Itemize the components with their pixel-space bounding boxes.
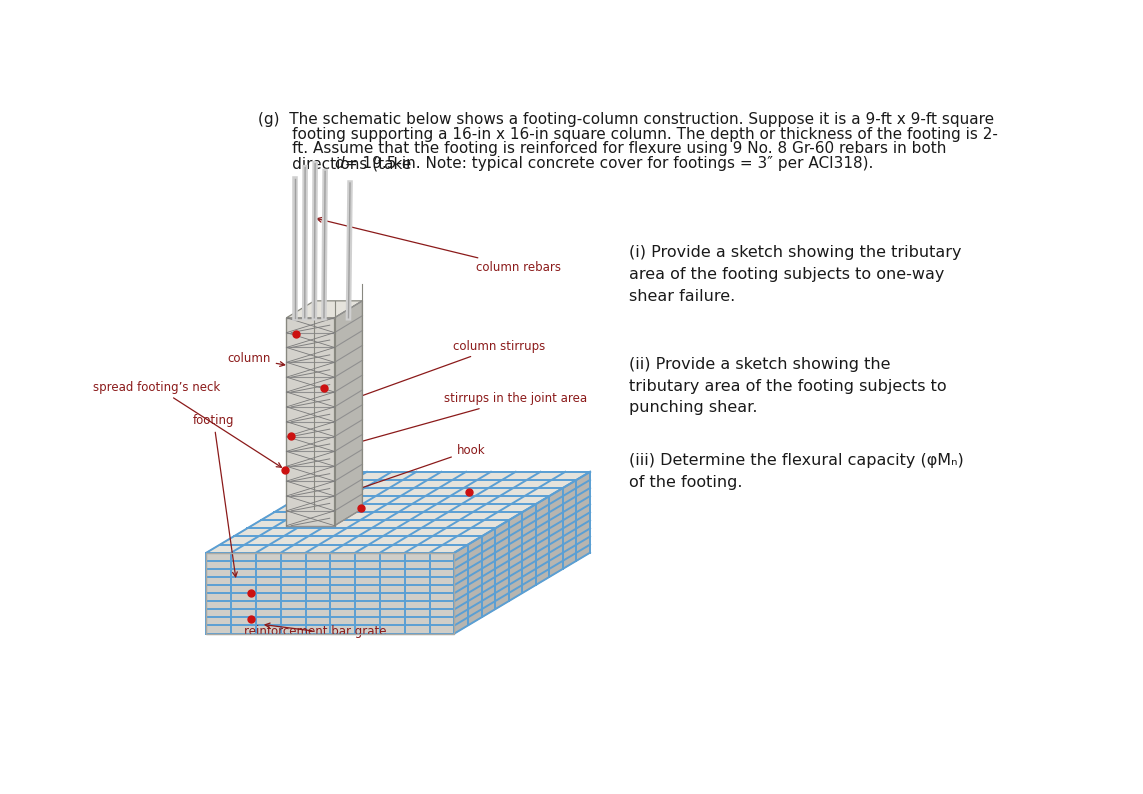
Text: column rebars: column rebars: [317, 218, 561, 274]
Text: column: column: [227, 352, 285, 366]
Text: (iii) Determine the flexural capacity (φMₙ)
of the footing.: (iii) Determine the flexural capacity (φ…: [629, 453, 964, 490]
Polygon shape: [287, 318, 335, 526]
Polygon shape: [207, 472, 590, 553]
Polygon shape: [207, 553, 455, 634]
Text: = 19.5-in. Note: typical concrete cover for footings = 3″ per ACI318).: = 19.5-in. Note: typical concrete cover …: [339, 156, 873, 172]
Text: (i) Provide a sketch showing the tributary
area of the footing subjects to one-w: (i) Provide a sketch showing the tributa…: [629, 245, 961, 303]
Text: spread footing’s neck: spread footing’s neck: [93, 380, 281, 468]
Text: (g)  The schematic below shows a footing-column construction. Suppose it is a 9-: (g) The schematic below shows a footing-…: [257, 112, 993, 127]
Polygon shape: [455, 472, 590, 634]
Text: reinforcement bar grate: reinforcement bar grate: [243, 623, 386, 638]
Polygon shape: [335, 301, 362, 526]
Text: column stirrups: column stirrups: [339, 340, 545, 404]
Text: d: d: [334, 156, 344, 172]
Text: ft. Assume that the footing is reinforced for flexure using 9 No. 8 Gr-60 rebars: ft. Assume that the footing is reinforce…: [257, 141, 946, 156]
Text: (ii) Provide a sketch showing the
tributary area of the footing subjects to
punc: (ii) Provide a sketch showing the tribut…: [629, 357, 946, 415]
Text: footing supporting a 16-in x 16-in square column. The depth or thickness of the : footing supporting a 16-in x 16-in squar…: [257, 127, 998, 142]
Text: directions (take: directions (take: [257, 156, 416, 172]
Text: footing: footing: [193, 414, 238, 576]
Polygon shape: [287, 301, 362, 318]
Text: hook: hook: [327, 444, 486, 500]
Text: stirrups in the joint area: stirrups in the joint area: [328, 392, 586, 452]
